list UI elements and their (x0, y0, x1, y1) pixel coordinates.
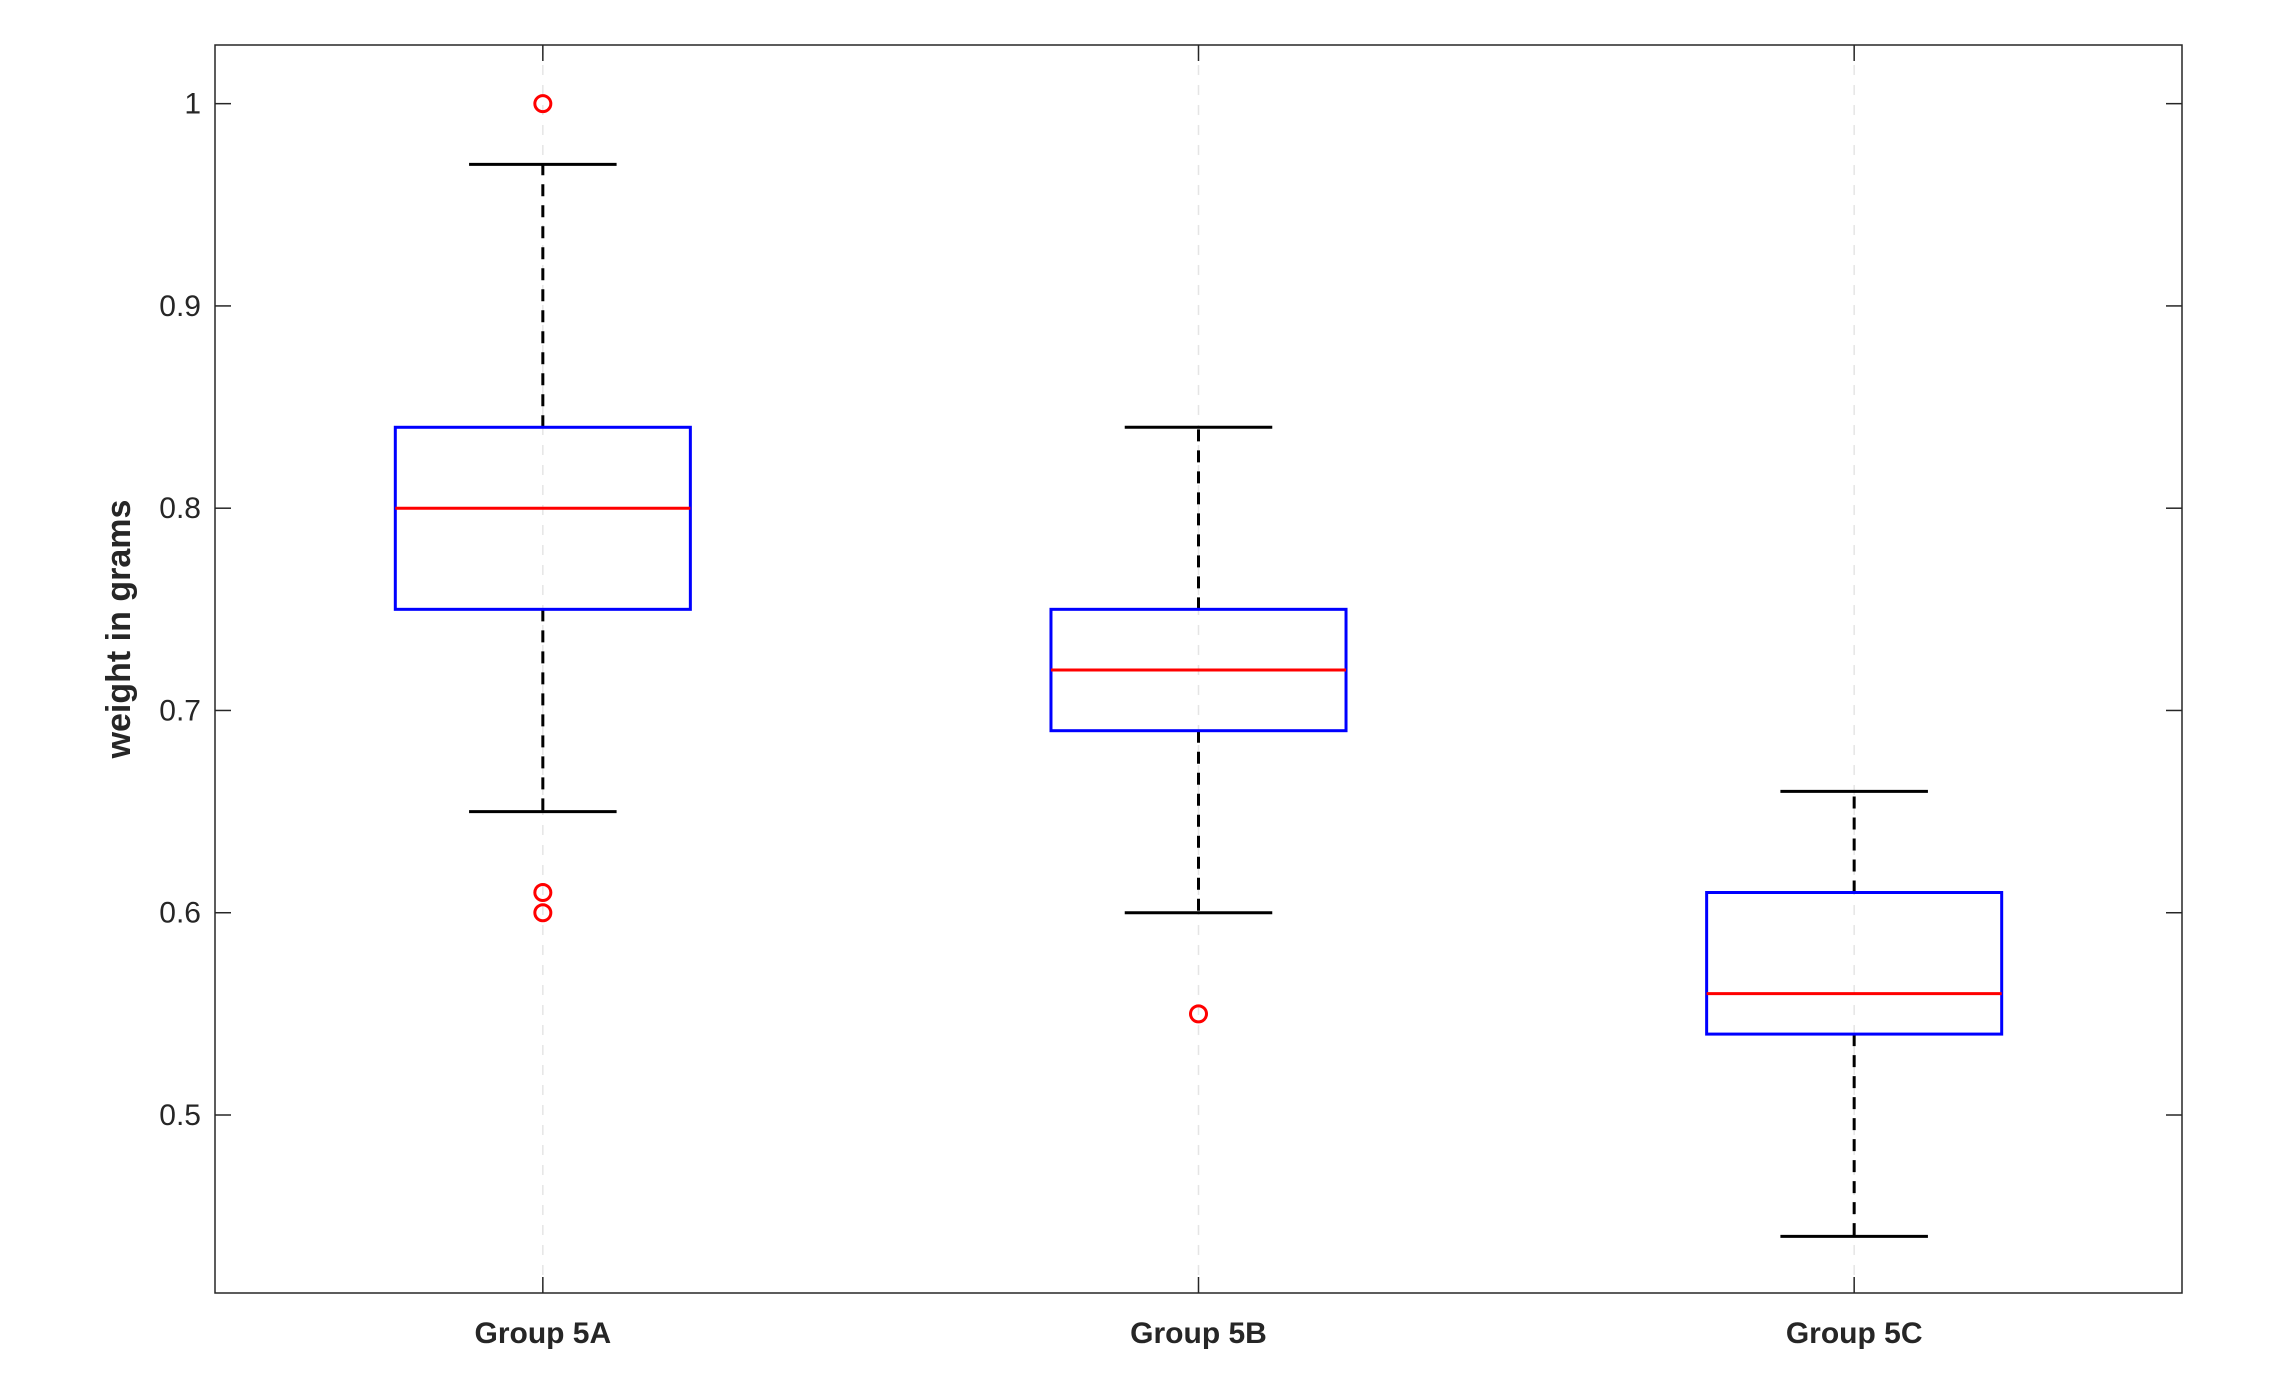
y-axis-label: weight in grams (100, 500, 138, 760)
iqr-box (393, 425, 692, 611)
plot-layer (393, 94, 2004, 1238)
outlier-point (1189, 1004, 1208, 1024)
x-category-label: Group 5A (474, 1317, 611, 1350)
box-group (393, 94, 692, 923)
y-tick-label: 0.9 (159, 290, 201, 323)
y-tick-label: 0.5 (159, 1099, 201, 1132)
box-group (1705, 789, 2004, 1238)
outlier-point (533, 903, 553, 923)
x-category-label: Group 5C (1786, 1317, 1923, 1350)
outlier-point (533, 883, 553, 903)
iqr-box (1705, 891, 2004, 1036)
box-group (1049, 425, 1348, 1024)
y-tick-label: 0.7 (159, 694, 201, 727)
x-category-label: Group 5B (1130, 1317, 1267, 1350)
y-tick-label: 1 (184, 88, 201, 121)
y-tick-label: 0.8 (159, 492, 201, 525)
y-tick-label: 0.6 (159, 897, 201, 930)
outlier-point (533, 94, 553, 114)
axis-layer: 0.5 0.6 0.7 0.8 0.9 1 Group 5A Group 5B Group 5C (159, 45, 2182, 1350)
